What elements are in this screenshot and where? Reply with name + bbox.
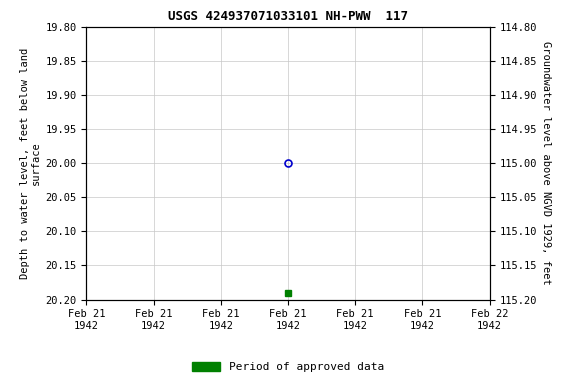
Legend: Period of approved data: Period of approved data	[188, 357, 388, 377]
Y-axis label: Groundwater level above NGVD 1929, feet: Groundwater level above NGVD 1929, feet	[541, 41, 551, 285]
Y-axis label: Depth to water level, feet below land
surface: Depth to water level, feet below land su…	[20, 48, 41, 279]
Title: USGS 424937071033101 NH-PWW  117: USGS 424937071033101 NH-PWW 117	[168, 10, 408, 23]
